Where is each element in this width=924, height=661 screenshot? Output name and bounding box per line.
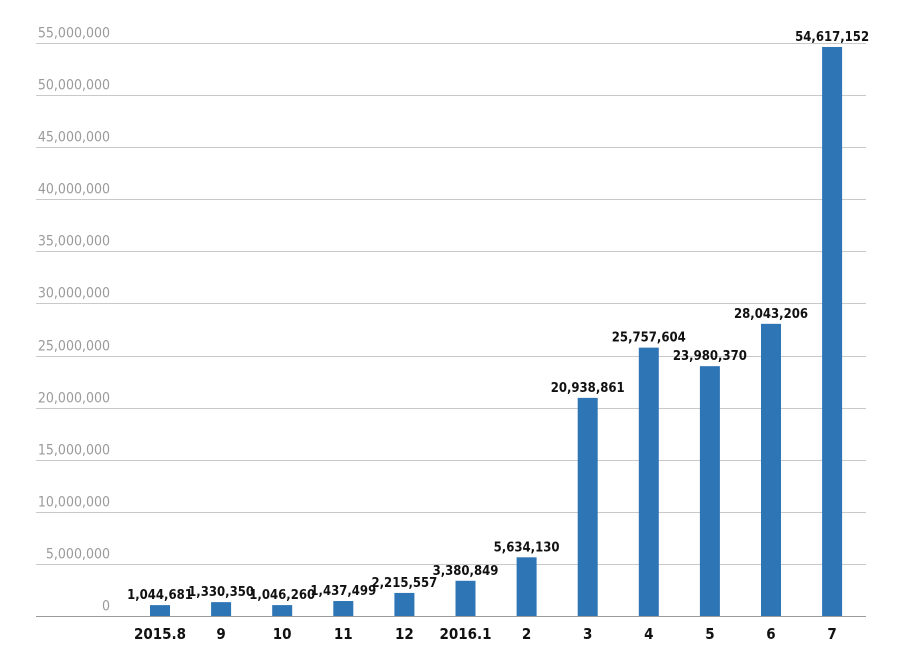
- bar: [638, 347, 659, 616]
- x-tick-label: 9: [216, 625, 225, 643]
- bar: [761, 323, 781, 616]
- bar: [394, 592, 415, 616]
- x-tick-label: 5: [705, 625, 714, 643]
- y-tick-label: 20,000,000: [38, 391, 110, 407]
- data-label: 54,617,152: [795, 30, 869, 45]
- x-tick-label: 10: [273, 625, 292, 643]
- bar: [577, 397, 598, 616]
- bar: [455, 580, 476, 616]
- bar: [516, 557, 537, 616]
- x-axis-tick-labels: 2015.8 9 10 11 12 2016.1 2 3 4 5 6 7: [134, 625, 837, 643]
- x-tick-label: 12: [395, 625, 414, 643]
- y-tick-label: 0: [102, 599, 110, 615]
- y-tick-label: 40,000,000: [38, 182, 110, 198]
- y-tick-label: 30,000,000: [38, 286, 110, 302]
- y-tick-label: 35,000,000: [38, 234, 110, 250]
- bar: [699, 366, 720, 616]
- x-tick-label: 3: [583, 625, 592, 643]
- data-label: 20,938,861: [551, 381, 625, 396]
- y-tick-label: 45,000,000: [38, 130, 110, 146]
- data-label: 1,046,260: [249, 588, 315, 603]
- y-tick-label: 15,000,000: [38, 443, 110, 459]
- bar: [822, 46, 843, 616]
- y-tick-label: 25,000,000: [38, 339, 110, 355]
- data-label: 5,634,130: [494, 540, 560, 555]
- x-tick-label: 7: [827, 625, 836, 643]
- y-tick-label: 10,000,000: [38, 495, 110, 511]
- x-tick-label: 2015.8: [134, 625, 186, 643]
- bar: [333, 601, 354, 616]
- data-label: 1,330,350: [188, 585, 254, 600]
- data-label: 23,980,370: [673, 349, 747, 364]
- x-tick-label: 2: [522, 625, 531, 643]
- data-label: 1,437,499: [310, 584, 376, 599]
- data-label: 25,757,604: [612, 331, 686, 346]
- data-label: 1,044,681: [127, 588, 193, 603]
- bar: [150, 605, 170, 616]
- y-axis-tick-labels: 0 5,000,000 10,000,000 15,000,000 20,000,000…: [38, 26, 110, 615]
- x-tick-label: 2016.1: [439, 625, 491, 643]
- y-tick-label: 5,000,000: [46, 547, 110, 563]
- y-tick-label: 55,000,000: [38, 26, 110, 42]
- y-tick-label: 50,000,000: [38, 78, 110, 94]
- bar: [272, 605, 293, 616]
- data-labels: 1,044,6811,330,3501,046,2601,437,4992,21…: [127, 30, 869, 603]
- x-tick-label: 11: [334, 625, 353, 643]
- data-label: 28,043,206: [734, 307, 808, 322]
- bar: [211, 602, 232, 616]
- data-label: 2,215,557: [371, 576, 437, 591]
- x-tick-label: 6: [766, 625, 775, 643]
- grid-lines: [36, 43, 866, 617]
- data-label: 3,380,849: [433, 564, 499, 579]
- x-tick-label: 4: [644, 625, 653, 643]
- bars: [150, 46, 843, 616]
